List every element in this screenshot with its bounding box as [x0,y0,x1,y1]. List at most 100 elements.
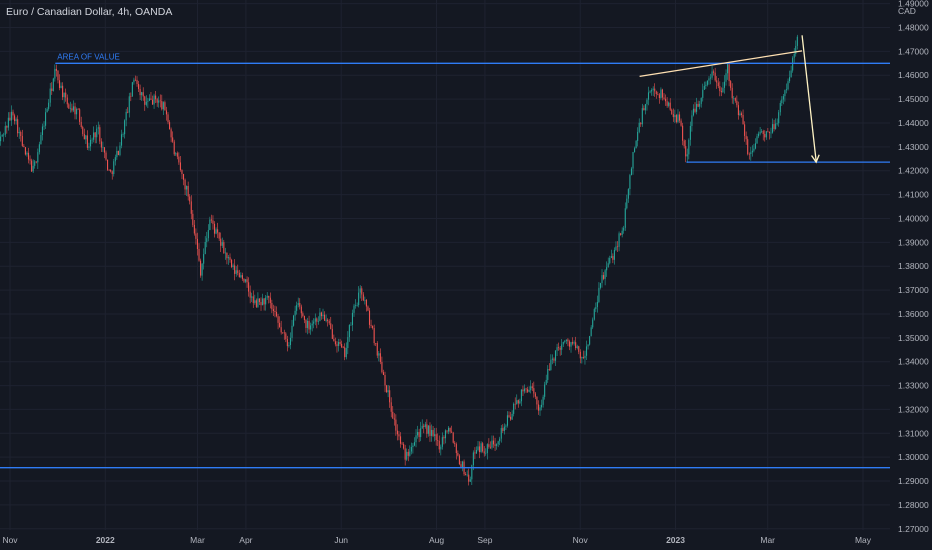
candle-body [657,94,659,95]
candle-body [519,401,521,404]
candle-body [730,81,732,88]
candle-body [714,72,716,81]
candle-body [147,100,149,102]
x-tick-label: Jun [334,535,348,545]
candle-body [6,126,8,128]
candle-body [209,219,211,231]
candle-body [66,97,68,105]
candle-body [201,263,203,276]
candle-body [703,85,705,90]
candle-body [423,425,425,427]
candle-body [573,342,575,344]
candle-body [466,474,468,476]
rising-wedge-trendline[interactable] [639,50,803,78]
candle-body [706,80,708,85]
candle-body [10,111,13,121]
y-tick-label: 1.48000 [898,22,929,32]
candle-body [265,297,267,305]
candle-body [297,302,299,306]
candle-body [48,102,50,109]
candle-body [610,256,612,258]
candle-body [370,324,372,326]
candle-body [91,139,93,141]
candle-body [541,404,543,408]
candle-body [778,112,780,124]
candle-body [454,442,456,445]
candle-body [269,297,271,303]
x-tick-label: Sep [477,535,492,545]
time-axis[interactable]: Nov 2022 Mar Apr Jun Aug Sep Nov 2023 Mar May [2,535,871,545]
candle-body [116,150,118,158]
candle-body [731,87,733,99]
candle-body [60,85,62,88]
candle-body [107,159,109,170]
candle-body [68,104,70,109]
candle-body [217,229,219,233]
candle-body [629,175,631,190]
candle-body [779,103,781,113]
candle-body [576,346,578,349]
candle-body [23,145,25,148]
candle-body [668,102,670,106]
candle-body [604,270,606,279]
candle-body [420,428,422,438]
candle-body [342,347,344,348]
y-tick-label: 1.30000 [898,452,929,462]
candle-body [399,436,402,444]
candle-body [562,342,564,345]
candle-body [350,325,352,326]
candle-body [86,135,88,148]
candle-body [351,312,354,326]
candle-body [683,140,685,147]
candle-body [387,390,389,393]
candle-body [744,124,746,136]
price-axis[interactable]: CAD 1.49000 1.48000 1.47000 1.46000 1.45000 1… [898,0,929,534]
candle-body [31,160,33,172]
candle-body [184,179,186,190]
candle-body [554,350,557,361]
candle-body [632,152,634,169]
candle-body [666,101,668,106]
candle-body [151,99,154,105]
candle-body [179,162,181,171]
y-tick-label: 1.49000 [898,0,929,9]
y-tick-label: 1.37000 [898,285,929,295]
candle-body [234,265,236,274]
candle-body [751,150,753,153]
candle-body [658,94,660,99]
candle-body [251,296,253,298]
candle-body [496,444,498,446]
candle-body [375,343,377,344]
candle-body [381,361,383,373]
candle-body [409,451,411,456]
candle-body [158,100,160,103]
candle-body [781,99,783,104]
projection-arrow-line[interactable] [801,35,817,162]
candle-body [21,136,23,146]
candle-body [145,101,147,105]
candle-body [336,344,338,346]
candle-body [634,148,636,153]
candle-body [69,108,71,109]
candle-body [32,165,34,172]
candle-body [671,109,673,114]
candle-body [359,288,361,293]
y-tick-label: 1.29000 [898,476,929,486]
candle-body [750,152,752,155]
candle-body [773,124,775,129]
candle-body [215,229,217,234]
candle-body [341,343,343,348]
candle-body [159,100,161,102]
x-tick-label: Nov [2,535,18,545]
candle-body [108,169,110,171]
candle-body [475,449,478,454]
candle-body [434,434,436,436]
candle-body [536,396,538,405]
candle-body [584,355,586,358]
candle-body [640,122,642,125]
candle-body [733,98,735,99]
candle-body [480,443,482,453]
candle-body [182,173,185,180]
candle-body [479,446,481,453]
